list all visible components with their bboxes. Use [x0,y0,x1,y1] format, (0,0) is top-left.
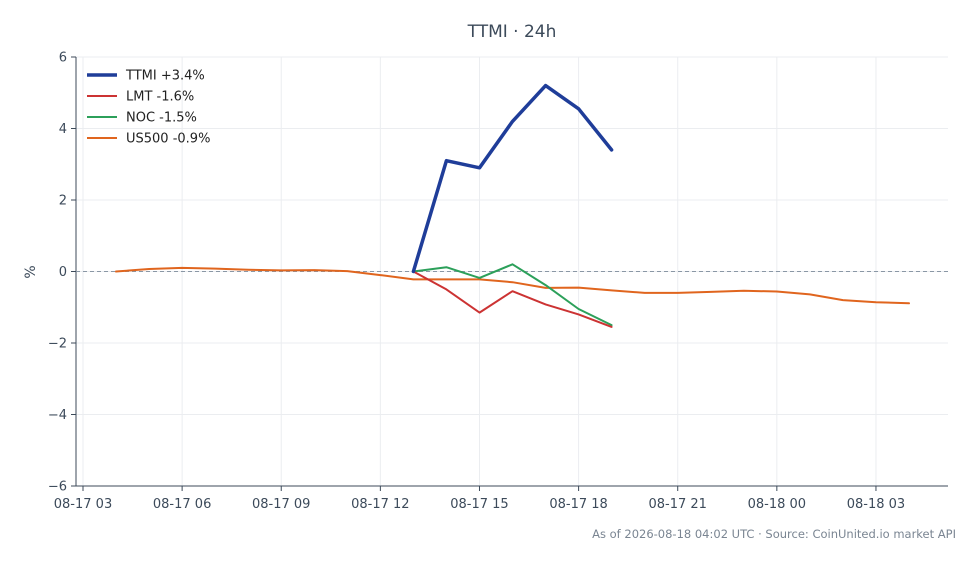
y-tick-label: −6 [48,480,67,495]
y-tick-label: −4 [48,408,67,423]
y-tick-label: 0 [59,265,67,280]
grid-layer [76,56,948,487]
legend-label-noc: NOC -1.5% [126,111,197,126]
x-tick-label: 08-17 03 [54,497,112,512]
legend-label-ttmi: TTMI +3.4% [125,69,205,84]
source-footer: As of 2026-08-18 04:02 UTC · Source: Coi… [592,527,956,541]
y-tick-label: 6 [59,51,67,66]
y-tick-label: 2 [59,194,67,209]
x-tick-label: 08-17 15 [450,497,508,512]
series-line-noc [412,263,613,327]
chart-title: TTMI · 24h [467,22,557,42]
y-tick-label: 4 [59,122,67,137]
legend-label-us500: US500 -0.9% [126,132,210,147]
x-tick-label: 08-17 18 [549,497,607,512]
legend-label-lmt: LMT -1.6% [126,90,194,105]
series-line-us500 [115,266,910,305]
x-tick-label: 08-18 03 [847,497,905,512]
y-tick-label: −2 [48,337,67,352]
series-line-lmt [412,270,613,328]
x-ticks: 08-17 03 08-17 06 08-17 09 08-17 12 08-17 15… [54,486,905,512]
y-axis-label: % [23,265,39,278]
series-layer [115,83,910,328]
x-tick-label: 08-17 09 [252,497,310,512]
x-tick-label: 08-18 00 [748,497,806,512]
x-tick-label: 08-17 12 [351,497,409,512]
x-tick-label: 08-17 21 [648,497,706,512]
y-ticks: −6 −4 −2 0 2 4 6 [48,51,76,495]
series-line-ttmi [411,83,614,274]
x-tick-label: 08-17 06 [153,497,211,512]
legend: TTMI +3.4% LMT -1.6% NOC -1.5% US500 -0.9% [87,69,210,147]
